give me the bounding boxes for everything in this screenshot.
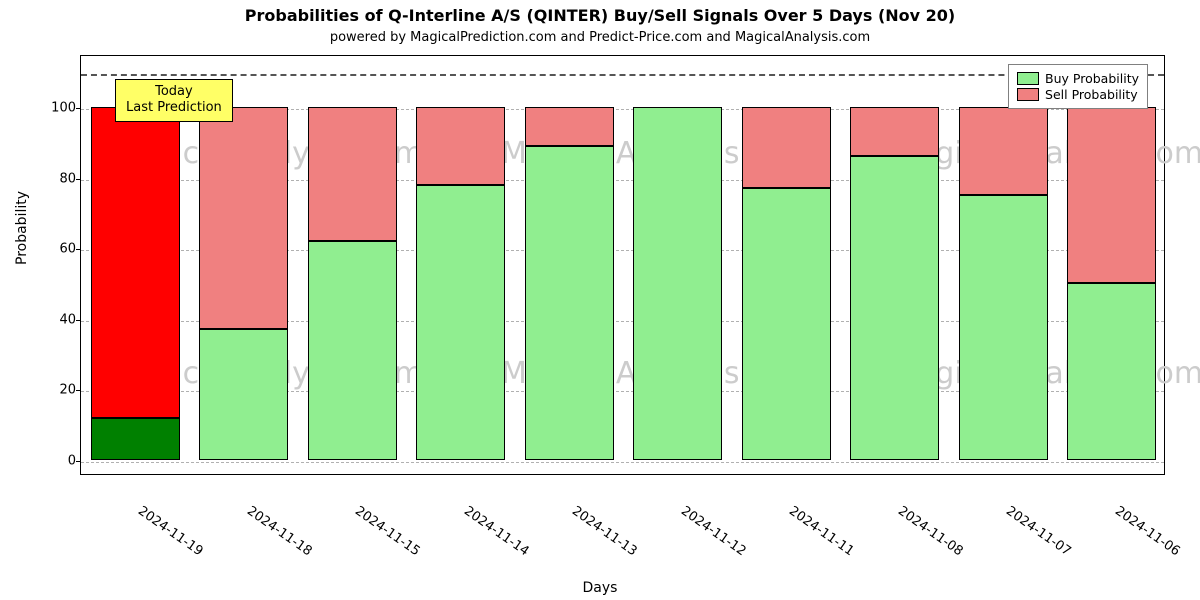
x-axis-label: Days xyxy=(0,580,1200,596)
sell-bar xyxy=(742,107,831,188)
annotation-line-1: Today xyxy=(126,84,222,100)
buy-bar xyxy=(91,418,180,460)
bar-group xyxy=(525,54,614,474)
y-tick-mark xyxy=(76,390,80,391)
legend-label-buy: Buy Probability xyxy=(1045,71,1139,86)
x-tick-label: 2024-11-08 xyxy=(895,504,966,560)
today-annotation: TodayLast Prediction xyxy=(115,79,233,122)
bar-group xyxy=(308,54,397,474)
x-tick-label: 2024-11-06 xyxy=(1112,504,1183,560)
sell-bar xyxy=(308,107,397,241)
sell-bar xyxy=(959,107,1048,195)
buy-bar xyxy=(633,107,722,460)
legend-label-sell: Sell Probability xyxy=(1045,87,1138,102)
buy-bar xyxy=(959,195,1048,460)
y-tick-label: 40 xyxy=(48,312,76,327)
buy-bar xyxy=(199,329,288,460)
chart-subtitle: powered by MagicalPrediction.com and Pre… xyxy=(0,30,1200,45)
x-tick-label: 2024-11-07 xyxy=(1003,504,1074,560)
buy-bar xyxy=(1067,283,1156,459)
buy-bar xyxy=(525,146,614,460)
x-tick-label: 2024-11-14 xyxy=(461,504,532,560)
legend-swatch-buy xyxy=(1017,72,1039,85)
bar-group xyxy=(742,54,831,474)
chart-title: Probabilities of Q-Interline A/S (QINTER… xyxy=(0,6,1200,25)
bar-group xyxy=(850,54,939,474)
legend: Buy ProbabilitySell Probability xyxy=(1008,64,1148,109)
y-tick-label: 60 xyxy=(48,242,76,257)
y-tick-mark xyxy=(76,108,80,109)
y-tick-mark xyxy=(76,249,80,250)
sell-bar xyxy=(525,107,614,146)
legend-row-buy: Buy Probability xyxy=(1017,71,1139,86)
y-tick-label: 20 xyxy=(48,383,76,398)
sell-bar xyxy=(199,107,288,329)
x-tick-label: 2024-11-12 xyxy=(678,504,749,560)
figure: Probabilities of Q-Interline A/S (QINTER… xyxy=(0,0,1200,600)
annotation-line-2: Last Prediction xyxy=(126,100,222,116)
x-tick-label: 2024-11-13 xyxy=(569,504,640,560)
sell-bar xyxy=(850,107,939,156)
bar-group xyxy=(959,54,1048,474)
y-tick-mark xyxy=(76,320,80,321)
y-tick-label: 100 xyxy=(48,100,76,115)
buy-bar xyxy=(416,185,505,460)
buy-bar xyxy=(308,241,397,460)
x-tick-label: 2024-11-19 xyxy=(135,504,206,560)
y-tick-mark xyxy=(76,461,80,462)
bar-group xyxy=(633,54,722,474)
buy-bar xyxy=(850,156,939,460)
y-tick-label: 80 xyxy=(48,171,76,186)
x-tick-label: 2024-11-18 xyxy=(244,504,315,560)
y-axis-label: Probability xyxy=(14,191,30,265)
sell-bar xyxy=(416,107,505,185)
legend-row-sell: Sell Probability xyxy=(1017,87,1139,102)
bar-group xyxy=(1067,54,1156,474)
sell-bar xyxy=(91,107,180,418)
plot-area: MagicalAnalysis.comMagicalAnalysis.comMa… xyxy=(80,55,1165,475)
bar-group xyxy=(416,54,505,474)
x-tick-label: 2024-11-11 xyxy=(786,504,857,560)
y-tick-label: 0 xyxy=(48,453,76,468)
x-tick-label: 2024-11-15 xyxy=(352,504,423,560)
legend-swatch-sell xyxy=(1017,88,1039,101)
buy-bar xyxy=(742,188,831,460)
y-tick-mark xyxy=(76,179,80,180)
sell-bar xyxy=(1067,107,1156,283)
